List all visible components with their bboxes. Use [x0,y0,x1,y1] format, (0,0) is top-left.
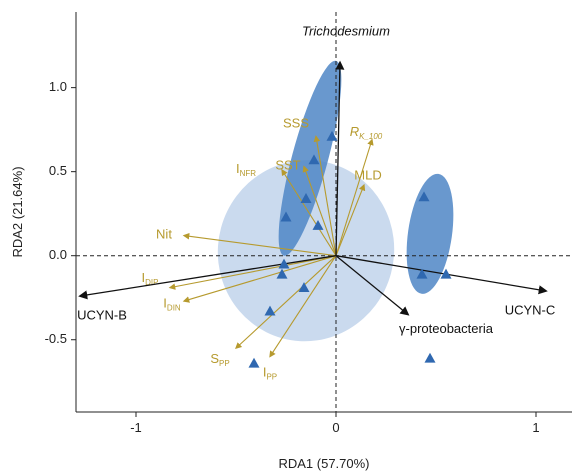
env-label-subscript: NFR [240,169,257,178]
sample-point [300,193,312,203]
species-arrow-proteobacteria [335,255,410,316]
sample-point [440,268,452,279]
env-label-subscript: PP [219,359,230,368]
env-arrow-r-k-100 [335,138,374,256]
x-axis-title: RDA1 (57.70%) [278,456,369,471]
env-label-s-pp: SPP [210,351,229,368]
zero-reference-lines [76,12,572,412]
env-label-main: R [350,124,359,139]
sample-point [418,191,430,202]
sample-point [416,268,428,279]
env-label-main: I [236,161,240,176]
sample-point [312,219,324,230]
env-arrow-nit [182,232,337,257]
sample-point [278,258,290,269]
env-label-main: SST [275,158,300,173]
sample-point [280,211,292,222]
env-label-mld: MLD [354,168,381,183]
x-tick-label: 0 [332,420,339,435]
group-ellipse-3 [406,173,454,294]
y-axis-title: RDA2 (21.64%) [10,166,25,257]
env-label-sss: SSS [283,116,309,131]
sample-point [264,305,276,316]
env-label-subscript: DIP [145,278,158,287]
species-label-trichodesmium: Trichodesmium [302,24,390,39]
env-label-i-dip: IDIP [142,271,159,288]
species-label-proteobacteria: γ-proteobacteria [399,321,494,336]
sample-point [276,268,288,279]
env-label-i-nfr: INFR [236,161,256,178]
axes: -1 0 1 -0.5 0.0 0.5 1.0 [45,12,572,435]
group-ellipse-1 [217,160,395,342]
y-tick-label: -0.5 [45,331,67,346]
sample-point [326,130,338,141]
env-arrow-i-dip [168,255,337,290]
env-arrow-i-din [182,255,337,303]
env-arrow-sss [313,135,337,256]
sample-points [248,130,452,368]
env-arrow-mld [335,183,366,256]
species-label-ucyn-b: UCYN-B [77,308,127,323]
env-label-subscript: DIN [167,304,181,313]
species-arrow-ucyn-c [335,255,548,295]
env-arrow-i-nfr [281,168,337,256]
env-label-main: I [142,271,146,286]
y-tick-label: 1.0 [49,79,67,94]
env-label-main: I [263,365,267,380]
env-label-main: MLD [354,168,381,183]
env-label-nit: Nit [156,227,172,242]
y-tick-label: 0.5 [49,163,67,178]
env-label-subscript: K_100 [359,132,383,141]
species-arrow-trichodesmium [335,60,345,256]
group-ellipse-2 [278,60,342,256]
env-arrow-sst [302,165,337,256]
sample-point [298,282,310,293]
env-label-sst: SST [275,158,300,173]
env-label-i-pp: IPP [263,365,277,382]
env-label-subscript: PP [266,372,277,381]
x-tick-label: 1 [532,420,539,435]
species-arrow-ucyn-b [78,255,337,300]
env-label-main: S [210,351,219,366]
species-vectors: Trichodesmium UCYN-B UCYN-C γ-proteobacteri… [77,24,555,336]
group-ellipses [217,60,454,342]
x-tick-label: -1 [130,420,142,435]
y-tick-label: 0.0 [49,247,67,262]
sample-point [248,357,260,368]
sample-point [308,154,320,165]
env-label-i-din: IDIN [163,296,181,313]
sample-point [424,352,436,363]
species-label-ucyn-c: UCYN-C [505,303,556,318]
env-label-main: I [163,296,167,311]
env-label-r-k-100: RK_100 [350,124,383,141]
env-arrow-i-pp [269,255,337,358]
env-label-main: SSS [283,116,309,131]
env-arrow-s-pp [235,255,337,350]
env-label-main: Nit [156,227,172,242]
